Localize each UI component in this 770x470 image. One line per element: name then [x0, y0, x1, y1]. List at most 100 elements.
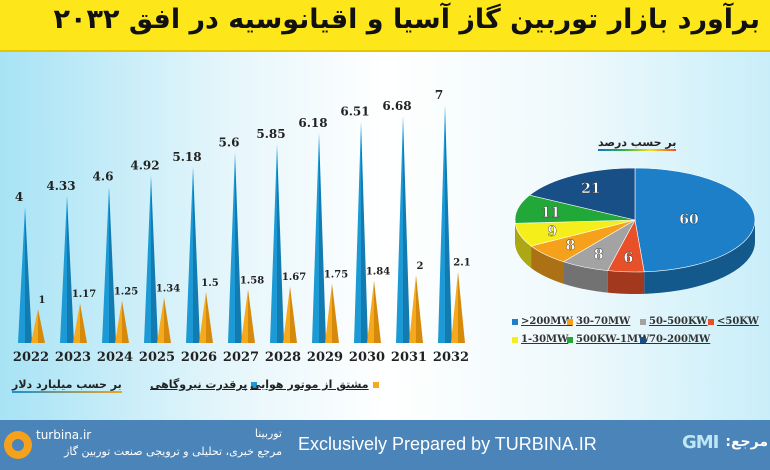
cone-bar-shade	[332, 283, 339, 343]
legend-swatch	[512, 318, 518, 325]
cone-bar-shade	[319, 132, 326, 343]
legend-label: مشتق از موتور هوایی	[250, 378, 369, 391]
cone-bar-shade	[109, 186, 116, 343]
data-label: 4.92	[130, 159, 159, 173]
pie-data-label: 9	[547, 224, 557, 240]
data-label: 5.18	[172, 150, 201, 164]
legend-label: 1-30MW	[521, 334, 569, 345]
cone-bar	[312, 132, 319, 343]
legend-label: پرقدرت نیروگاهی	[150, 378, 248, 391]
brand-description: مرجع خبری، تحلیلی و ترویجی صنعت توربین گ…	[64, 445, 282, 458]
x-tick-label: 2027	[223, 350, 259, 365]
cone-bar	[396, 115, 403, 343]
cone-bar	[367, 280, 374, 343]
pie-legend-item: 1-30MW	[512, 334, 568, 345]
legend-label: <50KW	[717, 316, 759, 327]
cone-bar	[102, 186, 109, 343]
cone-bar	[325, 283, 332, 343]
cone-bar-shade	[290, 286, 297, 343]
legend-swatch	[512, 336, 518, 343]
pie-title: بر حسب درصد	[598, 136, 677, 151]
data-label: 1.17	[72, 289, 96, 300]
pie-data-label: 11	[541, 205, 560, 221]
x-tick-label: 2024	[97, 350, 133, 365]
legend-swatch	[640, 318, 646, 325]
cone-bar	[144, 175, 151, 343]
legend-label: 500KW-1MW	[576, 334, 650, 345]
cone-bar	[228, 152, 235, 343]
data-label: 4.6	[93, 170, 114, 184]
cone-bar	[18, 207, 25, 343]
cone-bar-shade	[445, 105, 452, 343]
cone-bar-shade	[164, 297, 171, 343]
x-tick-label: 2028	[265, 350, 301, 365]
data-label: 4.33	[46, 179, 75, 193]
cone-bar-shade	[38, 309, 45, 343]
data-label: 1.58	[240, 275, 264, 286]
pie-data-label: 21	[581, 181, 600, 197]
data-label: 6.51	[340, 105, 369, 119]
cone-bar-chart: 4 1 2022 4.33 1.17 2023 4.6 1.25 2024 4.92 1.34 202…	[13, 88, 471, 365]
cone-bar-shade	[206, 292, 213, 343]
legend-swatch	[372, 382, 379, 388]
cone-bar-shade	[193, 166, 200, 343]
data-label: 1.75	[324, 270, 348, 281]
data-label: 5.85	[256, 127, 285, 141]
pie-slice-side	[644, 220, 755, 294]
cone-bar-shade	[67, 195, 74, 343]
cone-bar-shade	[25, 207, 32, 343]
legend-swatch	[708, 318, 714, 325]
cone-bar-shade	[416, 275, 423, 343]
footer: turbina.ir توربینا مرجع خبری، تحلیلی و ت…	[0, 420, 770, 470]
tagline: Exclusively Prepared by TURBINA.IR	[298, 434, 597, 454]
pie-legend-item: <50KW	[708, 316, 759, 327]
legend-item-aero: مشتق از موتور هوایی	[250, 378, 383, 391]
cone-bar-shade	[277, 144, 284, 343]
cone-bar	[409, 275, 416, 343]
cone-bar-shade	[403, 115, 410, 343]
cone-bar-shade	[80, 303, 87, 343]
pie-slice	[634, 167, 756, 273]
x-tick-label: 2026	[181, 350, 217, 365]
legend-label: 50-500KW	[649, 316, 708, 327]
legend-swatch	[251, 382, 258, 388]
source-label: مرجع:	[725, 434, 768, 450]
unit-label: بر حسب میلیارد دلار	[12, 378, 122, 393]
x-tick-label: 2023	[55, 350, 91, 365]
page-title: برآورد بازار توربین گاز آسیا و اقیانوسیه…	[53, 4, 761, 35]
cone-bar-shade	[122, 300, 129, 343]
pie-data-label: 60	[679, 212, 699, 228]
x-tick-label: 2022	[13, 350, 49, 365]
legend-label: >200MW	[521, 316, 573, 327]
legend-label: 70-200MW	[649, 334, 711, 345]
legend-swatch	[567, 336, 573, 343]
data-label: 1.67	[282, 272, 306, 283]
cone-bar	[241, 289, 248, 343]
pie-legend-item: 500KW-1MW	[567, 334, 649, 345]
data-label: 2.1	[453, 258, 470, 269]
data-label: 5.6	[219, 136, 240, 150]
cone-bar	[31, 309, 38, 343]
pie-legend-item: 70-200MW	[640, 334, 710, 345]
source-logo: GMI	[682, 432, 719, 453]
x-tick-label: 2032	[433, 350, 469, 365]
cone-bar	[270, 144, 277, 343]
cone-bar-shade	[361, 121, 368, 343]
data-label: 1.84	[366, 266, 390, 277]
pie-slice-side	[531, 246, 564, 284]
cone-bar	[60, 195, 67, 343]
pie-data-label: 8	[566, 238, 576, 254]
cone-bar	[157, 297, 164, 343]
cone-bar	[283, 286, 290, 343]
pie-slice	[528, 167, 636, 221]
cone-bar	[73, 303, 80, 343]
cone-bar-shade	[248, 289, 255, 343]
pie-data-label: 8	[594, 247, 604, 263]
data-label: 6.68	[382, 99, 411, 113]
x-tick-label: 2025	[139, 350, 175, 365]
cone-bar-shade	[235, 152, 242, 343]
cone-bar-shade	[374, 280, 381, 343]
data-label: 4	[15, 190, 23, 204]
cone-bar	[451, 271, 458, 343]
